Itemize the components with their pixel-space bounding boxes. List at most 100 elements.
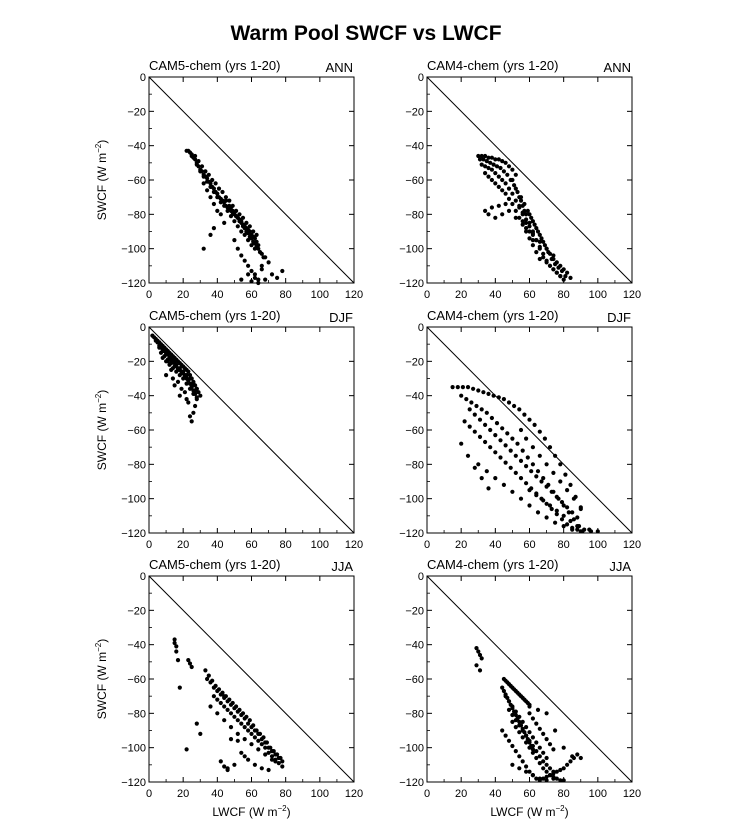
data-point [541, 759, 546, 764]
data-point [249, 725, 254, 730]
data-point [450, 385, 455, 390]
data-point [472, 412, 477, 417]
data-point [246, 272, 251, 277]
x-tick-label: 40 [489, 539, 501, 551]
y-axis-title: SWCF (W m−2) [94, 639, 109, 719]
data-point [167, 362, 172, 367]
y-tick-label: −120 [399, 777, 424, 789]
data-point [179, 386, 184, 391]
y-tick-label: −20 [127, 106, 146, 118]
data-point [551, 256, 556, 262]
data-point [505, 172, 510, 177]
data-point [263, 745, 268, 750]
x-tick-label: 100 [589, 539, 607, 551]
data-point [530, 735, 536, 740]
y-tick-label: −40 [127, 141, 146, 153]
data-point [169, 367, 174, 372]
data-point [479, 407, 484, 412]
data-point [242, 737, 247, 742]
data-point [527, 220, 532, 225]
data-point [489, 155, 494, 160]
data-point [558, 479, 563, 484]
data-point [211, 201, 216, 207]
data-point [240, 215, 246, 220]
data-point [491, 162, 496, 167]
y-tick-label: −100 [399, 743, 424, 755]
season-label: JJA [331, 559, 353, 574]
data-point [174, 369, 179, 374]
x-tick-label: 20 [455, 788, 467, 800]
data-point [503, 733, 508, 738]
data-point [500, 426, 505, 431]
data-point [508, 465, 513, 470]
data-point [189, 664, 194, 670]
x-axis-title: LWCF (W m−2) [490, 804, 568, 819]
data-point [193, 388, 198, 393]
data-point [542, 436, 548, 441]
data-point [222, 704, 227, 709]
data-point [493, 433, 498, 438]
y-tick-label: −100 [399, 244, 424, 256]
data-point [249, 742, 254, 747]
data-point [239, 721, 244, 726]
data-point [486, 165, 491, 171]
data-point [501, 169, 506, 174]
data-point [571, 496, 577, 501]
data-point [211, 226, 216, 231]
data-point [503, 160, 508, 165]
data-point [252, 272, 257, 277]
data-point [510, 436, 515, 441]
data-point [477, 434, 483, 439]
y-tick-label: −60 [127, 175, 146, 187]
data-point [193, 153, 198, 159]
x-tick-label: 80 [558, 788, 570, 800]
data-point [520, 728, 525, 733]
y-tick-label: −100 [399, 494, 424, 506]
data-point [503, 460, 508, 465]
data-point [520, 210, 525, 215]
data-point [177, 373, 182, 378]
data-point [486, 212, 491, 217]
x-tick-label: 40 [211, 289, 223, 301]
data-point [484, 159, 489, 164]
data-point [186, 400, 191, 405]
data-point [196, 159, 201, 164]
data-point [476, 462, 481, 467]
data-point [575, 524, 580, 529]
x-tick-label: 100 [311, 539, 329, 551]
x-tick-label: 120 [623, 289, 641, 301]
data-point [535, 510, 541, 515]
data-point [524, 481, 529, 486]
data-point [524, 436, 529, 441]
data-point [510, 177, 515, 183]
data-point [547, 445, 553, 450]
data-point [513, 172, 518, 177]
x-tick-label: 0 [146, 788, 152, 800]
data-point [520, 219, 525, 224]
x-tick-label: 100 [589, 788, 607, 800]
data-point [205, 188, 210, 193]
y-tick-label: −100 [121, 244, 146, 256]
data-point [184, 747, 189, 752]
data-point [237, 219, 242, 224]
data-point [551, 267, 556, 272]
data-point [476, 649, 481, 654]
data-point [479, 153, 484, 159]
data-point [259, 766, 264, 771]
data-point [534, 776, 539, 781]
data-point [530, 232, 536, 237]
y-tick-label: −80 [405, 209, 424, 221]
data-point [177, 685, 182, 690]
data-point [575, 515, 580, 520]
data-point [511, 183, 517, 188]
data-point [554, 776, 559, 781]
data-point [201, 174, 206, 179]
data-point [503, 201, 508, 207]
data-point [559, 517, 565, 522]
season-label: DJF [329, 310, 353, 325]
y-tick-label: 0 [418, 322, 424, 334]
data-point [222, 220, 227, 225]
x-tick-label: 100 [311, 289, 329, 301]
data-point [544, 769, 549, 774]
